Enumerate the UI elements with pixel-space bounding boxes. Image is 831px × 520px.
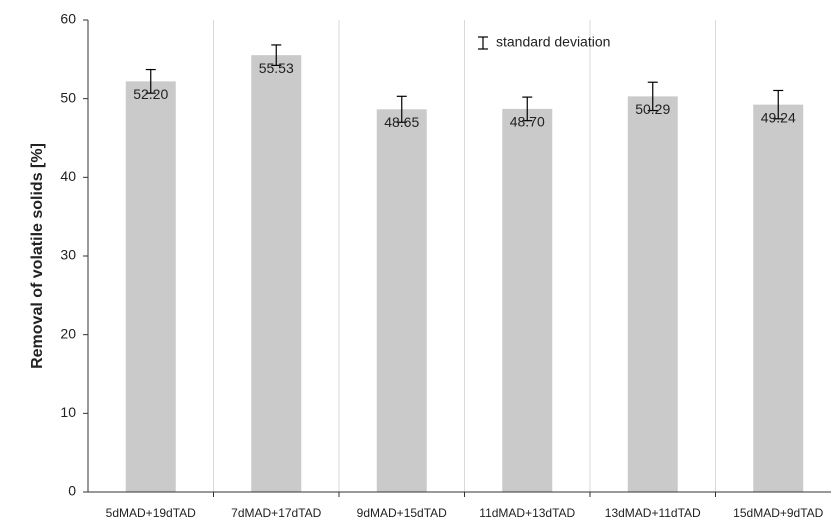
bar	[753, 104, 804, 493]
y-tick-label: 60	[60, 11, 76, 27]
y-axis-label: Removal of volatile solids [%]	[29, 143, 46, 369]
y-tick-label: 50	[60, 89, 76, 105]
value-label: 49.24	[761, 109, 796, 125]
y-tick-label: 40	[60, 168, 76, 184]
x-tick-label: 11dMAD+13dTAD	[479, 506, 575, 520]
x-tick-label: 9dMAD+15dTAD	[357, 506, 447, 520]
value-label: 50.29	[635, 101, 670, 117]
value-label: 48.65	[384, 114, 419, 130]
y-tick-label: 30	[60, 247, 76, 263]
legend-label: standard deviation	[496, 34, 610, 50]
y-tick-label: 20	[60, 325, 76, 341]
x-tick-label: 13dMAD+11dTAD	[605, 506, 701, 520]
x-tick-label: 15dMAD+9dTAD	[733, 506, 823, 520]
bar	[376, 109, 427, 492]
x-tick-label: 5dMAD+19dTAD	[106, 506, 196, 520]
bar	[502, 108, 553, 492]
value-label: 55.53	[259, 60, 294, 76]
value-label: 52.20	[133, 86, 168, 102]
x-tick-label: 7dMAD+17dTAD	[231, 506, 321, 520]
y-tick-label: 0	[68, 483, 76, 499]
bar	[627, 96, 678, 493]
y-tick-label: 10	[60, 404, 76, 420]
bar	[125, 81, 176, 493]
bar	[251, 55, 302, 492]
value-label: 48.70	[510, 114, 545, 130]
